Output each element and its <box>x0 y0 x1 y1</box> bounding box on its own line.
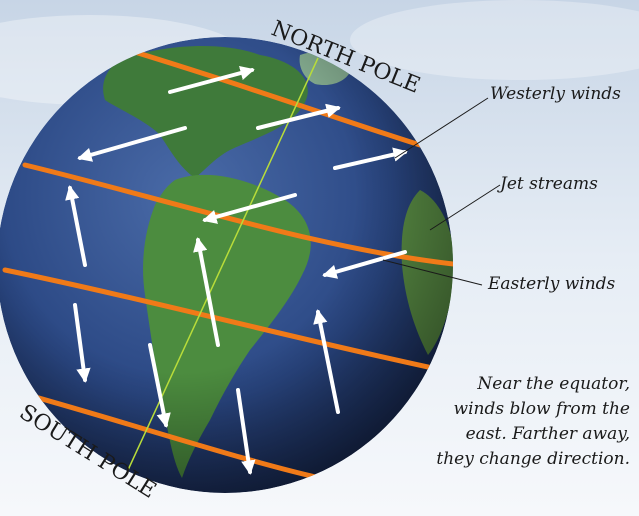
jet-stream-4 <box>7 387 323 481</box>
wind-arrow <box>77 126 187 162</box>
leader-jet <box>429 184 501 231</box>
jet-stream-1 <box>92 37 423 148</box>
easterly-winds-label: Easterly winds <box>488 274 616 294</box>
wind-arrow <box>236 388 256 475</box>
wind-arrows <box>65 66 408 475</box>
caption-line: they change direction. <box>436 449 630 469</box>
wind-arrow <box>73 303 91 383</box>
wind-arrow <box>202 193 297 224</box>
globe <box>0 37 453 493</box>
leader-westerly <box>394 97 489 159</box>
jet-stream-3 <box>2 267 445 373</box>
leader-easterly <box>382 259 483 286</box>
caption: Near the equator, winds blow from the ea… <box>362 372 630 472</box>
caption-line: east. Farther away, <box>465 424 630 444</box>
wind-arrow <box>313 309 340 414</box>
wind-arrow <box>333 147 408 170</box>
leader-lines <box>382 97 501 286</box>
jet-stream-2 <box>22 162 453 268</box>
westerly-winds-label: Westerly winds <box>490 84 621 104</box>
wind-arrow <box>193 237 220 347</box>
cloud-shape <box>350 0 639 80</box>
wind-arrow <box>65 185 87 267</box>
wind-arrow <box>256 103 341 130</box>
wind-arrow <box>322 250 407 279</box>
caption-line: Near the equator, <box>477 374 630 394</box>
jet-streams <box>2 37 453 481</box>
wind-arrow <box>148 343 171 428</box>
jet-streams-label: Jet streams <box>500 174 598 194</box>
wind-arrow <box>168 66 255 94</box>
caption-line: winds blow from the <box>453 399 630 419</box>
